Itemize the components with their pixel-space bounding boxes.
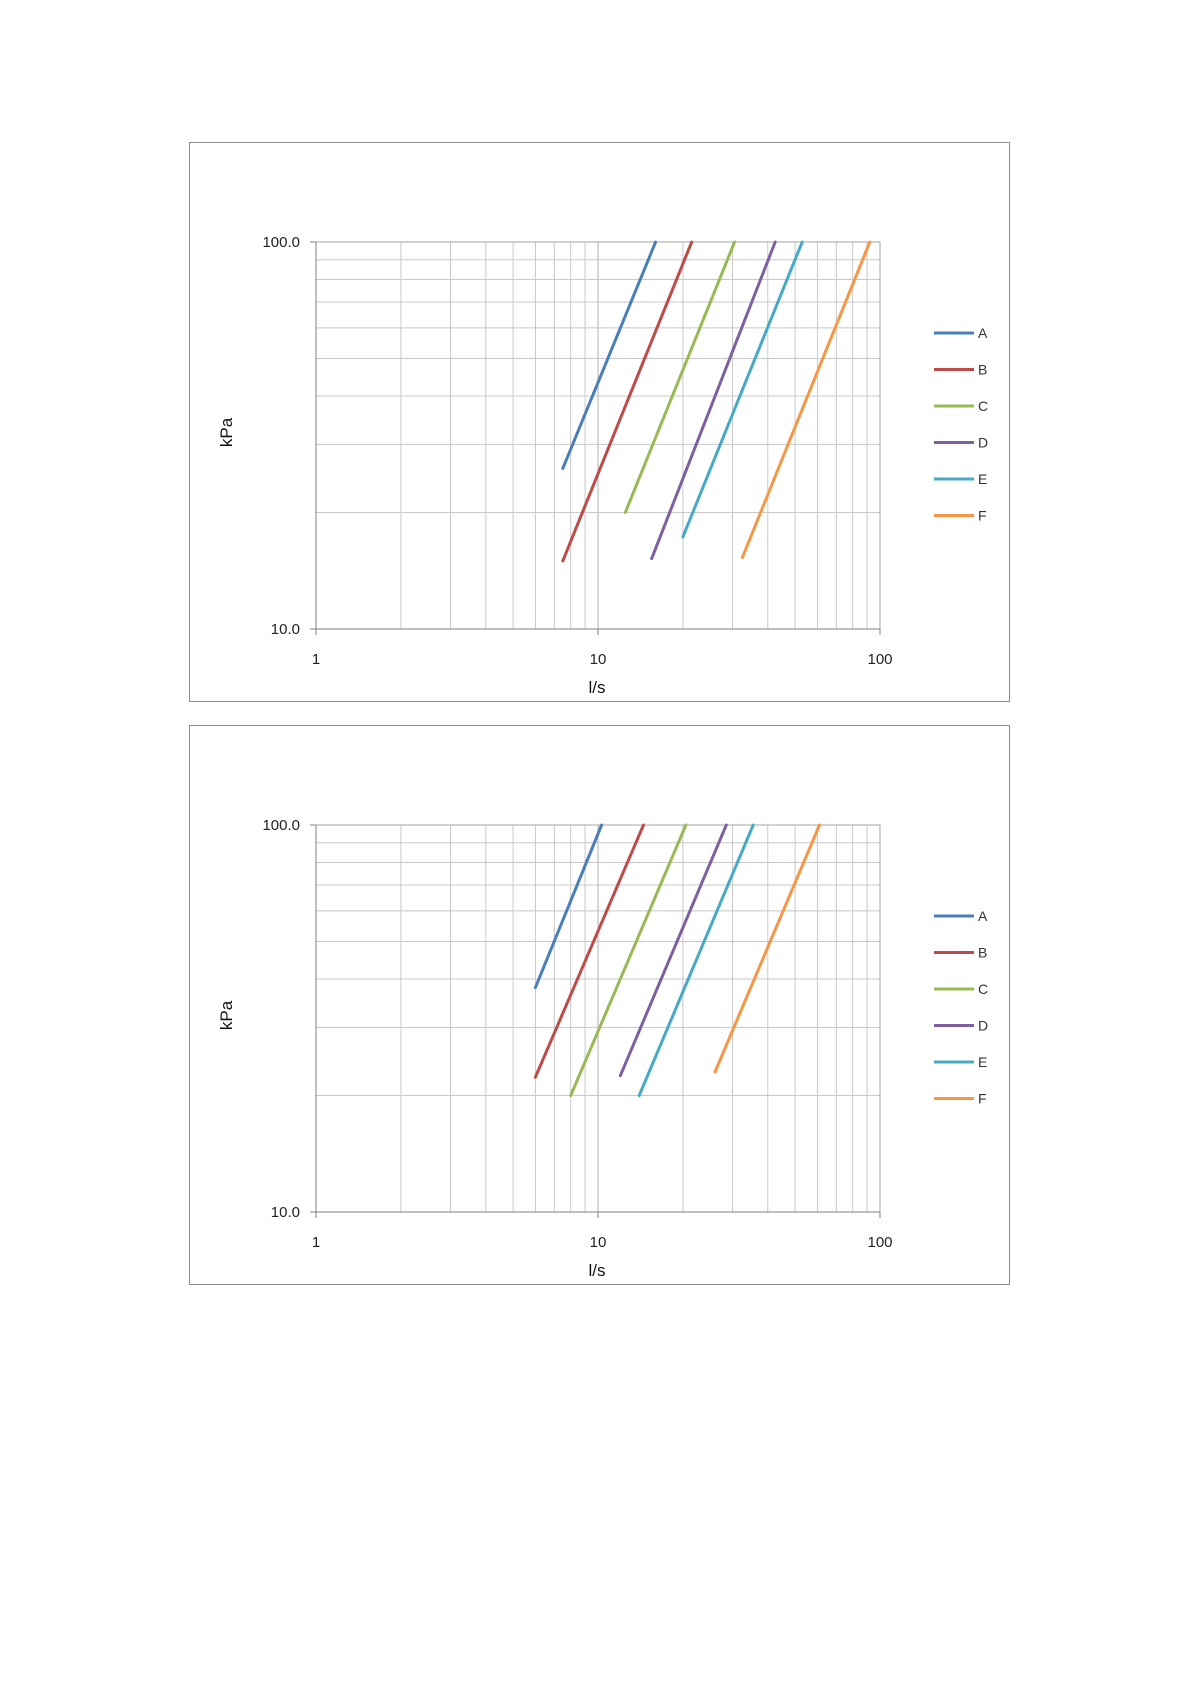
series-line-f [713, 823, 821, 1074]
legend-label-b: B [978, 945, 987, 961]
legend-label-f: F [978, 508, 987, 524]
series-line-b [533, 823, 645, 1079]
x-tick-label: 10 [590, 1234, 607, 1251]
y-tick-label: 100.0 [262, 234, 300, 251]
chart-1: 1 10 100 10.0 100.0 l/s kPa A B C D E F [189, 142, 1010, 702]
legend-label-c: C [978, 981, 988, 997]
legend: A B C D E F [934, 908, 988, 1107]
y-axis-title: kPa [217, 417, 236, 447]
legend-label-d: D [978, 1018, 988, 1034]
legend: A B C D E F [934, 325, 988, 524]
series-line-b [561, 240, 694, 563]
legend-label-a: A [978, 325, 988, 341]
chart-1-svg: 1 10 100 10.0 100.0 l/s kPa A B C D E F [217, 234, 988, 697]
legend-label-b: B [978, 362, 987, 378]
x-tick-label: 1 [312, 651, 320, 668]
series-line-e [637, 823, 755, 1097]
legend-label-c: C [978, 398, 988, 414]
series-line-a [533, 823, 604, 990]
x-tick-label: 100 [867, 1234, 892, 1251]
x-axis-title: l/s [589, 1261, 606, 1280]
legend-label-e: E [978, 1054, 987, 1070]
legend-label-a: A [978, 908, 988, 924]
y-axis-title: kPa [217, 1000, 236, 1030]
series-line-f [740, 240, 872, 559]
grid [316, 825, 880, 1212]
x-tick-label: 100 [867, 651, 892, 668]
series-line-c [623, 240, 737, 514]
legend-label-f: F [978, 1091, 987, 1107]
x-axis-title: l/s [589, 678, 606, 697]
legend-label-d: D [978, 435, 988, 451]
y-tick-label: 10.0 [271, 1204, 300, 1221]
series-line-e [681, 240, 804, 539]
chart-2: 1 10 100 10.0 100.0 l/s kPa A B C D E F [189, 725, 1010, 1285]
series-line-a [561, 240, 658, 470]
series-line-d [618, 823, 728, 1078]
grid [316, 242, 880, 629]
y-tick-label: 100.0 [262, 817, 300, 834]
legend-label-e: E [978, 471, 987, 487]
y-tick-label: 10.0 [271, 621, 300, 638]
series-line-d [650, 240, 777, 561]
chart-2-svg: 1 10 100 10.0 100.0 l/s kPa A B C D E F [217, 817, 988, 1280]
x-tick-label: 10 [590, 651, 607, 668]
x-tick-label: 1 [312, 1234, 320, 1251]
series-line-c [569, 823, 688, 1097]
